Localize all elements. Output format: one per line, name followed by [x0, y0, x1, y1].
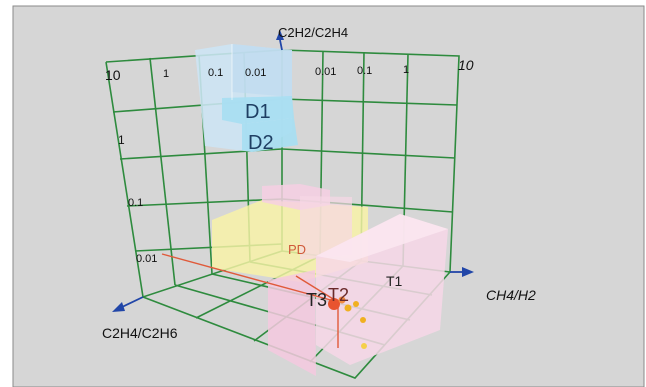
zone-t	[268, 214, 448, 376]
tick-left-side-1: 1	[118, 133, 125, 147]
zone-label-t1: T1	[386, 273, 403, 289]
zone-label-pd: PD	[288, 242, 306, 257]
red-reference-line	[161, 253, 339, 348]
tick-panel-0.1: 0.1	[208, 67, 223, 79]
tick-left-side-0.01: 0.01	[136, 253, 157, 265]
vertical-axis-arrowhead	[276, 30, 284, 40]
axis-label-left: C2H4/C2H6	[102, 325, 178, 341]
zone-label-d1: D1	[245, 101, 271, 123]
tick-panel-0.01: 0.01	[245, 67, 266, 79]
right-axis-arrowhead	[462, 267, 474, 277]
tick-right-top-0.1: 0.1	[357, 65, 372, 77]
axis-arrows	[119, 39, 462, 309]
zone-d	[195, 44, 298, 152]
zone-label-t2: T2	[328, 285, 349, 305]
zone-label-d2: D2	[248, 132, 274, 154]
tick-right-top-0.01: 0.01	[315, 66, 336, 78]
tick-right-top-10: 10	[458, 57, 474, 73]
tick-left-side-0.1: 0.1	[128, 197, 143, 209]
axis-label-right: CH4/H2	[486, 287, 536, 303]
axis-label-vertical: C2H2/C2H4	[278, 25, 348, 40]
tick-left-top-10: 10	[105, 67, 121, 83]
data-points	[328, 296, 367, 349]
tick-left-top-1: 1	[163, 68, 169, 80]
zone-label-t3: T3	[306, 290, 327, 310]
left-axis-arrowhead	[112, 302, 125, 312]
tick-right-top-1: 1	[403, 64, 409, 76]
